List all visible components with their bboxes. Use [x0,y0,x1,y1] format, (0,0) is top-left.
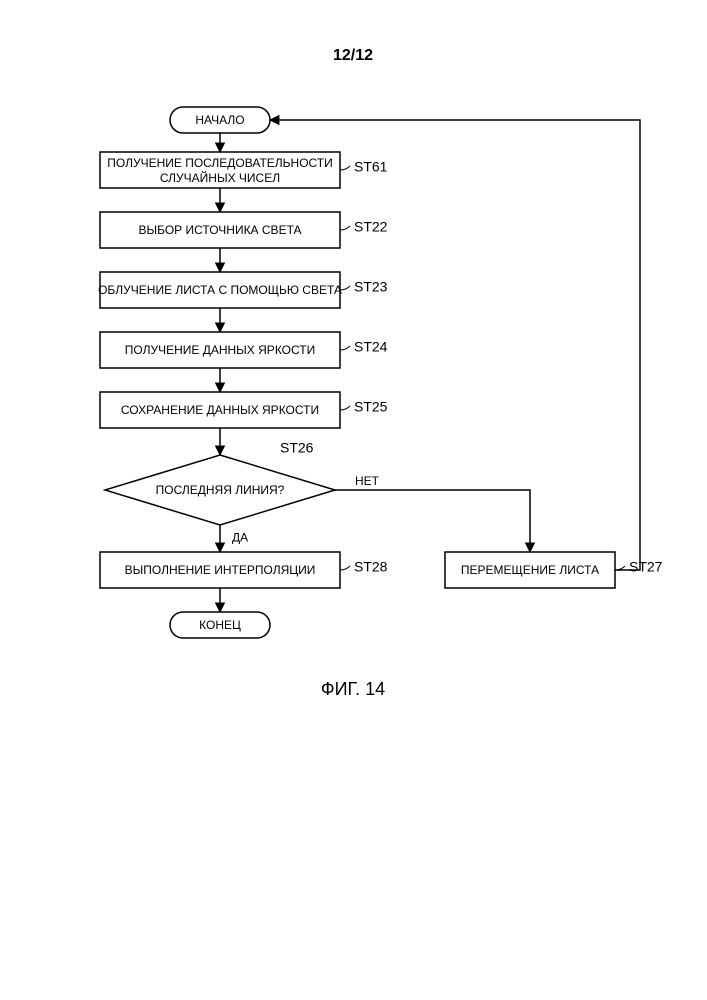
svg-text:ПОЛУЧЕНИЕ ДАННЫХ ЯРКОСТИ: ПОЛУЧЕНИЕ ДАННЫХ ЯРКОСТИ [125,343,315,357]
step-label-st23: ST23 [354,279,388,295]
flowchart-diagram: 12/12 ДА НЕТ НАЧАЛО ПОЛУЧЕНИЕ ПОСЛЕДОВАТЕЛ… [0,0,707,1000]
figure-caption: ФИГ. 14 [321,679,385,699]
node-st24: ПОЛУЧЕНИЕ ДАННЫХ ЯРКОСТИ ST24 [100,332,388,368]
step-label-st61: ST61 [354,159,388,175]
node-st23: ОБЛУЧЕНИЕ ЛИСТА С ПОМОЩЬЮ СВЕТА ST23 [98,272,388,308]
svg-text:СОХРАНЕНИЕ ДАННЫХ ЯРКОСТИ: СОХРАНЕНИЕ ДАННЫХ ЯРКОСТИ [121,403,319,417]
svg-text:ВЫБОР ИСТОЧНИКА СВЕТА: ВЫБОР ИСТОЧНИКА СВЕТА [138,223,301,237]
step-label-st24: ST24 [354,339,388,355]
svg-text:НЕТ: НЕТ [355,474,380,488]
node-st28: ВЫПОЛНЕНИЕ ИНТЕРПОЛЯЦИИ ST28 [100,552,388,588]
node-end: КОНЕЦ [170,612,270,638]
step-label-st27: ST27 [629,559,663,575]
step-label-st25: ST25 [354,399,388,415]
edge-no-branch [335,490,530,552]
svg-text:ОБЛУЧЕНИЕ ЛИСТА С ПОМОЩЬЮ СВЕТ: ОБЛУЧЕНИЕ ЛИСТА С ПОМОЩЬЮ СВЕТА [98,283,342,297]
step-label-st28: ST28 [354,559,388,575]
page-number: 12/12 [333,47,373,64]
svg-text:ДА: ДА [232,531,248,545]
node-st22: ВЫБОР ИСТОЧНИКА СВЕТА ST22 [100,212,388,248]
node-start: НАЧАЛО [170,107,270,133]
step-label-st22: ST22 [354,219,388,235]
svg-text:ВЫПОЛНЕНИЕ ИНТЕРПОЛЯЦИИ: ВЫПОЛНЕНИЕ ИНТЕРПОЛЯЦИИ [125,563,316,577]
step-label-st26: ST26 [280,440,314,456]
svg-text:ПОСЛЕДНЯЯ ЛИНИЯ?: ПОСЛЕДНЯЯ ЛИНИЯ? [156,483,285,497]
node-st27: ПЕРЕМЕЩЕНИЕ ЛИСТА ST27 [445,552,663,588]
node-st61: ПОЛУЧЕНИЕ ПОСЛЕДОВАТЕЛЬНОСТИСЛУЧАЙНЫХ ЧИ… [100,152,388,188]
svg-text:НАЧАЛО: НАЧАЛО [195,113,244,127]
svg-text:СЛУЧАЙНЫХ ЧИСЕЛ: СЛУЧАЙНЫХ ЧИСЕЛ [160,170,280,185]
svg-text:ПОЛУЧЕНИЕ ПОСЛЕДОВАТЕЛЬНОСТИ: ПОЛУЧЕНИЕ ПОСЛЕДОВАТЕЛЬНОСТИ [107,156,333,170]
node-st25: СОХРАНЕНИЕ ДАННЫХ ЯРКОСТИ ST25 [100,392,388,428]
svg-text:ПЕРЕМЕЩЕНИЕ ЛИСТА: ПЕРЕМЕЩЕНИЕ ЛИСТА [461,563,599,577]
svg-text:КОНЕЦ: КОНЕЦ [199,618,241,632]
